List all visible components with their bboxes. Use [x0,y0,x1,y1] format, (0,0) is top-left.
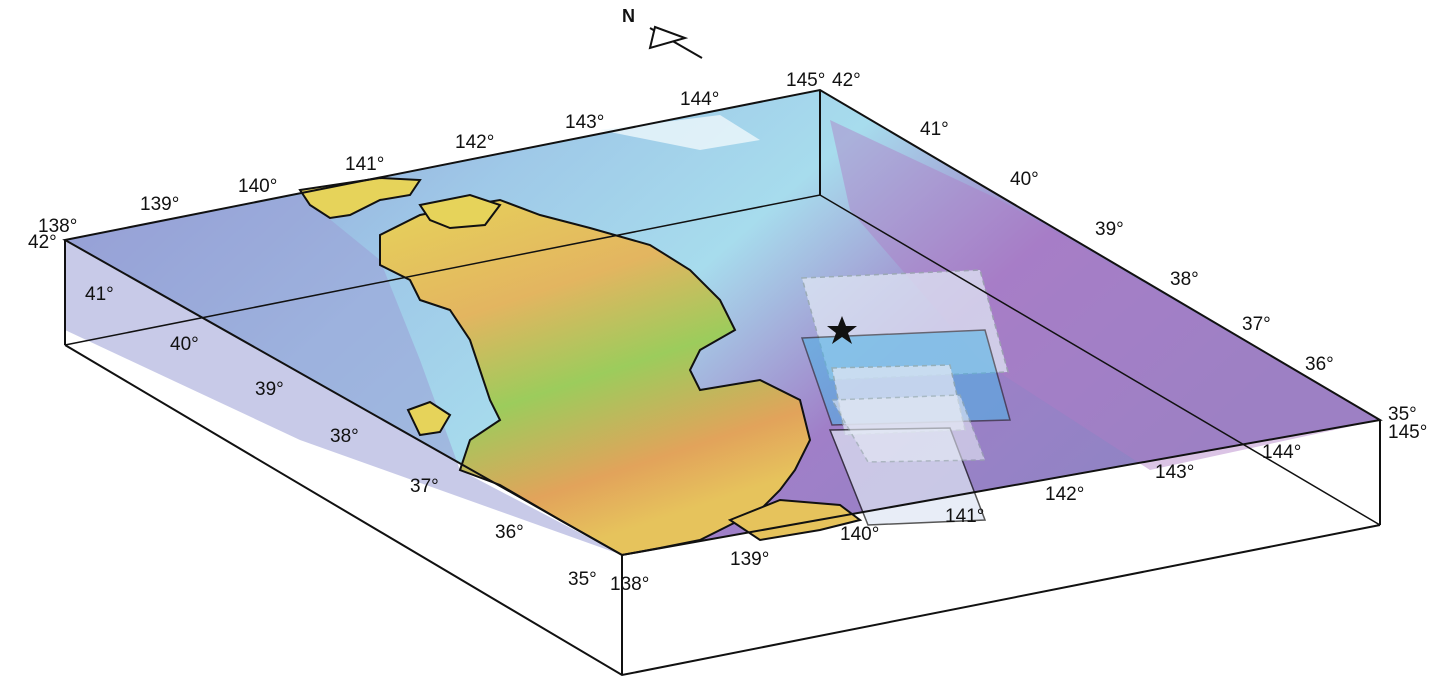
east-lat-tick: 36° [1305,354,1334,375]
north-lon-tick: 139° [140,194,179,215]
east-lat-tick: 38° [1170,269,1199,290]
west-lat-tick: 40° [170,334,199,355]
north-lon-tick: 140° [238,176,277,197]
north-lon-tick: 142° [455,132,494,153]
south-lon-tick: 144° [1262,442,1301,463]
shelf-white [600,115,760,150]
honshu-landmass [379,198,812,557]
south-lon-tick: 142° [1045,484,1084,505]
western-sea [65,195,622,555]
corner-se-lon-label: 145° [1388,422,1427,443]
north-lon-tick: 141° [345,154,384,175]
south-lon-tick: 140° [840,524,879,545]
north-lon-tick: 143° [565,112,604,133]
west-lat-tick: 41° [85,284,114,305]
fault-panel-south-top [830,394,987,463]
corner-nw-lat-label: 42° [28,232,57,253]
corner-nw-lon-label: 138° [38,216,77,237]
west-lat-tick: 38° [330,426,359,447]
north-arrow-label: N [622,6,635,26]
east-lat-tick: 41° [920,119,949,140]
corner-ne-lon-label: 145° [786,70,825,91]
west-lat-tick: 37° [410,476,439,497]
west-lat-tick: 36° [495,522,524,543]
south-lon-tick: 139° [730,549,769,570]
west-lat-tick: 35° [568,569,597,590]
east-lat-tick: 37° [1242,314,1271,335]
north-arrow: N [622,6,703,59]
box-frame [62,88,1383,677]
shimokita-peninsula [418,193,502,230]
east-lat-tick: 39° [1095,219,1124,240]
east-lat-tick: 40° [1010,169,1039,190]
north-lon-tick: 144° [680,89,719,110]
south-lon-tick: 143° [1155,462,1194,483]
trench-zone [830,120,1380,470]
corner-se-lat-label: 35° [1388,404,1417,425]
south-lon-tick: 141° [945,506,984,527]
corner-ne-lat-label: 42° [832,70,861,91]
south-lon-tick: 138° [610,574,649,595]
west-lat-tick: 39° [255,379,284,400]
sado-island [406,400,452,437]
star-icon [827,316,857,344]
